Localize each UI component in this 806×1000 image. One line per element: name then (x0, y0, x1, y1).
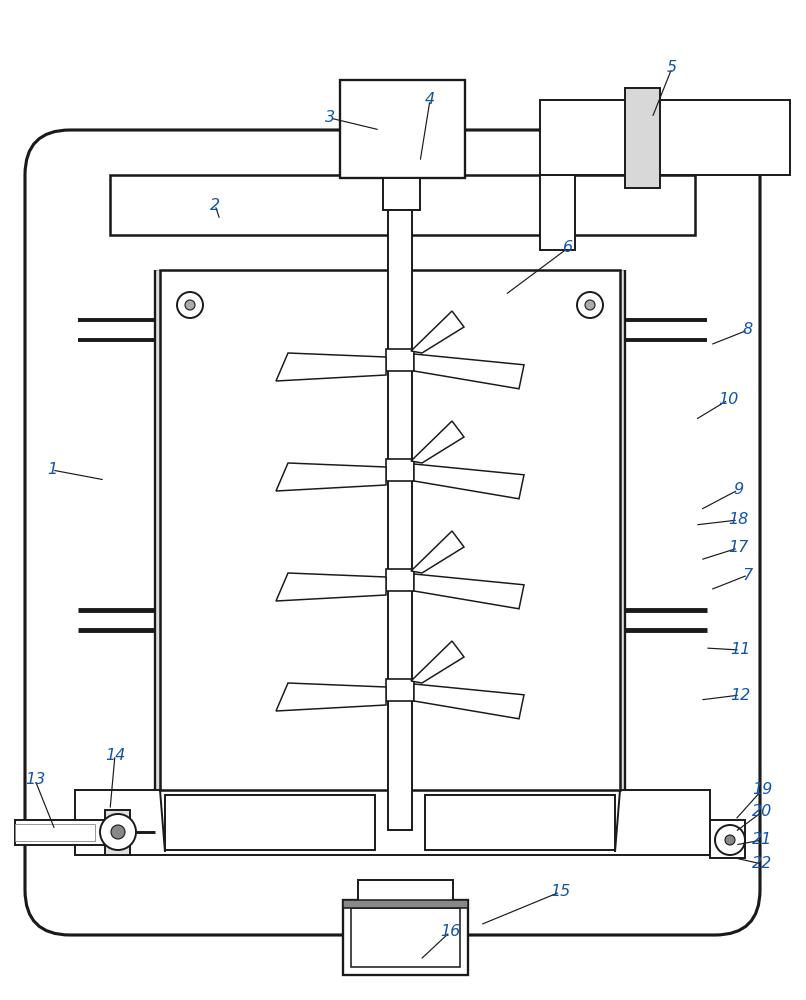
Text: 7: 7 (743, 568, 753, 582)
Text: 9: 9 (733, 483, 743, 497)
Text: 12: 12 (730, 688, 750, 702)
Polygon shape (276, 573, 386, 601)
Text: 14: 14 (105, 748, 125, 762)
Text: 16: 16 (440, 924, 460, 940)
Polygon shape (411, 421, 464, 463)
Bar (540, 175, 575, 250)
Bar (358, 880, 453, 905)
Circle shape (100, 814, 136, 850)
Bar (540, 100, 790, 175)
Bar (105, 810, 130, 855)
Text: 13: 13 (25, 772, 45, 788)
Circle shape (177, 292, 203, 318)
Text: 5: 5 (667, 60, 677, 76)
Bar (75, 790, 710, 855)
Polygon shape (411, 311, 464, 353)
Bar (165, 795, 375, 850)
Bar (386, 349, 414, 371)
Circle shape (185, 300, 195, 310)
Bar (110, 175, 695, 235)
Polygon shape (414, 464, 524, 499)
Circle shape (577, 292, 603, 318)
Polygon shape (276, 353, 386, 381)
Bar (383, 178, 420, 210)
Bar (386, 679, 414, 701)
Text: 20: 20 (752, 804, 772, 820)
Bar (625, 88, 660, 188)
Bar (425, 795, 615, 850)
Text: 10: 10 (718, 392, 738, 408)
Text: 18: 18 (728, 512, 748, 528)
Text: 3: 3 (325, 110, 335, 125)
Circle shape (715, 825, 745, 855)
Polygon shape (276, 683, 386, 711)
Bar (15, 820, 115, 845)
Text: 11: 11 (730, 643, 750, 658)
Bar (160, 270, 620, 790)
Polygon shape (414, 354, 524, 389)
Bar (386, 569, 414, 591)
Polygon shape (411, 531, 464, 573)
Text: 17: 17 (728, 540, 748, 556)
Bar (710, 820, 745, 858)
Bar (155, 270, 175, 790)
Bar (343, 900, 468, 908)
Polygon shape (411, 641, 464, 683)
Bar (386, 459, 414, 481)
Text: 1: 1 (47, 462, 57, 478)
Text: 22: 22 (752, 856, 772, 871)
Circle shape (585, 300, 595, 310)
Bar (351, 908, 460, 967)
Text: 21: 21 (752, 832, 772, 848)
Polygon shape (414, 574, 524, 609)
Circle shape (725, 835, 735, 845)
Text: 15: 15 (550, 884, 570, 900)
Bar (15, 824, 95, 841)
Polygon shape (276, 463, 386, 491)
Text: 2: 2 (210, 198, 220, 213)
Text: 4: 4 (425, 93, 435, 107)
Polygon shape (414, 684, 524, 719)
Bar (343, 900, 468, 975)
Text: 8: 8 (743, 322, 753, 338)
Bar (340, 80, 465, 178)
FancyBboxPatch shape (25, 130, 760, 935)
Bar (605, 270, 625, 790)
Bar (388, 210, 412, 830)
Text: 19: 19 (752, 782, 772, 798)
Text: 6: 6 (563, 240, 573, 255)
Circle shape (111, 825, 125, 839)
